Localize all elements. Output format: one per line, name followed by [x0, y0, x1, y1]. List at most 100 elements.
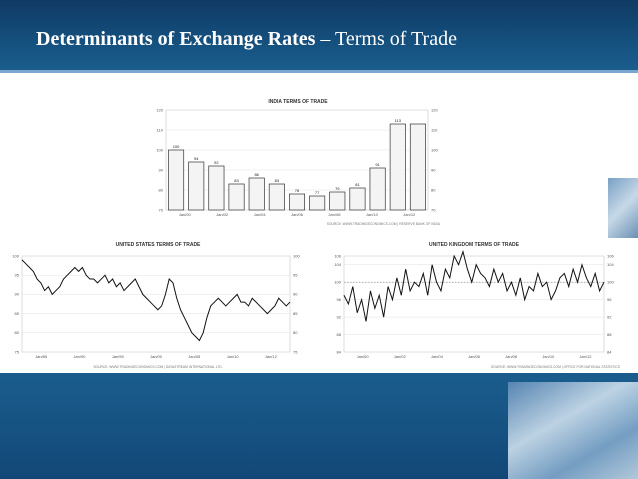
y-tick-label: 110 [157, 127, 164, 132]
x-tick-label: Jan/90 [73, 354, 86, 359]
plot-area [343, 255, 605, 353]
bar [228, 183, 245, 211]
y-tick-label: 92 [337, 314, 342, 319]
y-tick-label: 90 [15, 292, 20, 297]
x-tick-label: Jan/85 [35, 354, 48, 359]
y-tick-label-right: 104 [607, 262, 614, 267]
x-tick-label: Jan/12 [579, 354, 592, 359]
y-tick-label-right: 120 [431, 107, 438, 112]
y-tick-label-right: 90 [293, 292, 298, 297]
x-tick-label: Jan/10 [366, 212, 379, 217]
y-tick-label: 96 [337, 297, 342, 302]
y-tick-label: 100 [12, 253, 19, 258]
y-tick-label-right: 70 [431, 207, 436, 212]
y-tick-label-right: 80 [293, 330, 298, 335]
y-tick-label: 70 [159, 207, 164, 212]
y-tick-label: 120 [156, 107, 163, 112]
bar-value-label: 94 [194, 156, 199, 161]
y-tick-label-right: 100 [293, 253, 300, 258]
y-tick-label: 104 [334, 262, 341, 267]
y-tick-label-right: 106 [607, 253, 614, 258]
bar [168, 149, 185, 211]
bar-value-label: 83 [275, 178, 280, 183]
chart-title: INDIA TERMS OF TRADE [268, 99, 328, 105]
us-terms-of-trade-chart: UNITED STATES TERMS OF TRADE 75 75 80 80 85 8… [12, 242, 300, 369]
bar-value-label: 91 [375, 162, 380, 167]
banknote-decoration [608, 178, 638, 238]
bar [349, 187, 366, 211]
chart-source: SOURCE: WWW.TRADINGECONOMICS.COM | RESER… [327, 222, 441, 226]
chart-source: SOURCE: WWW.TRADINGECONOMICS.COM | OFFIC… [491, 365, 621, 369]
bar [268, 183, 285, 211]
x-tick-label: Jan/12 [265, 354, 278, 359]
x-tick-label: Jan/02 [216, 212, 229, 217]
x-tick-label: Jan/12 [403, 212, 416, 217]
header-divider [0, 70, 638, 73]
bar-value-label: 86 [254, 172, 259, 177]
slide-title: Determinants of Exchange Rates – Terms o… [36, 28, 457, 51]
bar-value-label: 83 [234, 178, 239, 183]
bar [389, 123, 406, 211]
y-tick-label-right: 84 [607, 349, 612, 354]
y-tick-label-right: 110 [431, 127, 438, 132]
y-tick-label-right: 75 [293, 349, 298, 354]
bar [369, 167, 386, 211]
bar [288, 193, 306, 211]
chart-title: UNITED KINGDOM TERMS OF TRADE [429, 242, 520, 248]
bar-value-label: 78 [295, 188, 300, 193]
y-tick-label-right: 90 [431, 167, 436, 172]
y-tick-label-right: 100 [431, 147, 438, 152]
banknote-decoration [508, 382, 638, 479]
y-tick-label: 80 [15, 330, 20, 335]
y-tick-label-right: 95 [293, 273, 298, 278]
y-tick-label: 84 [337, 349, 342, 354]
x-tick-label: Jan/08 [328, 212, 341, 217]
y-tick-label-right: 96 [607, 297, 612, 302]
y-tick-label: 106 [334, 253, 341, 258]
x-tick-label: Jan/05 [188, 354, 201, 359]
x-tick-label: Jan/00 [357, 354, 370, 359]
x-tick-label: Jan/04 [431, 354, 444, 359]
y-tick-label: 75 [15, 349, 20, 354]
slide-header [0, 0, 638, 70]
bar [208, 165, 225, 211]
x-tick-label: Jan/00 [179, 212, 192, 217]
bar [309, 195, 326, 211]
x-tick-label: Jan/00 [150, 354, 163, 359]
y-tick-label-right: 92 [607, 314, 612, 319]
y-tick-label: 85 [15, 311, 20, 316]
chart-source: SOURCE: WWW.TRADINGECONOMICS.COM | DATAS… [93, 365, 222, 369]
y-tick-label-right: 100 [607, 279, 614, 284]
series-line [21, 259, 291, 342]
bar [188, 161, 205, 211]
y-tick-label: 100 [334, 279, 341, 284]
x-tick-label: Jan/06 [291, 212, 304, 217]
series-line [343, 249, 605, 322]
bar [248, 177, 265, 211]
bar-value-label: 100 [173, 144, 180, 149]
x-tick-label: Jan/10 [542, 354, 555, 359]
x-tick-label: Jan/08 [505, 354, 518, 359]
bar-value-label: 113 [395, 118, 402, 123]
slide-title-bold: Determinants of Exchange Rates [36, 28, 316, 50]
y-tick-label: 90 [159, 167, 164, 172]
y-tick-label: 100 [156, 147, 163, 152]
uk-terms-of-trade-chart: UNITED KINGDOM TERMS OF TRADE 84 84 88 88 92… [334, 242, 621, 369]
chart-title: UNITED STATES TERMS OF TRADE [116, 242, 201, 248]
x-tick-label: Jan/04 [254, 212, 267, 217]
india-terms-of-trade-chart: INDIA TERMS OF TRADE 100 94 92 83 86 83 78 77 79… [156, 99, 441, 226]
x-tick-label: Jan/10 [227, 354, 240, 359]
slide-title-rest: – Terms of Trade [315, 28, 457, 50]
bar-value-label: 79 [335, 186, 340, 191]
y-tick-label: 80 [159, 187, 164, 192]
y-tick-label-right: 85 [293, 311, 298, 316]
x-tick-label: Jan/02 [394, 354, 407, 359]
bar-value-label: 81 [355, 182, 360, 187]
x-tick-label: Jan/06 [468, 354, 481, 359]
y-tick-label-right: 88 [607, 332, 612, 337]
y-tick-label-right: 80 [431, 187, 436, 192]
bar-value-label: 92 [214, 160, 219, 165]
bar-value-label: 77 [315, 190, 320, 195]
x-tick-label: Jan/95 [112, 354, 125, 359]
bar [409, 123, 426, 211]
